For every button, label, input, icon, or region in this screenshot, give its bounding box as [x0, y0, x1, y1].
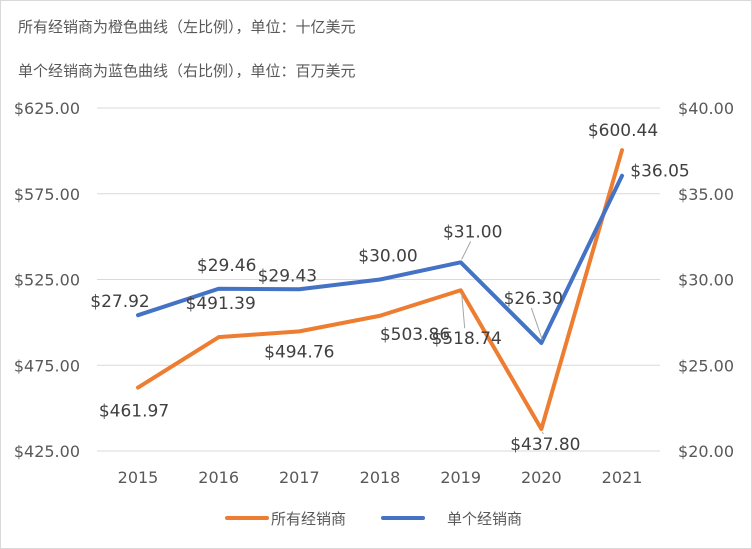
- data-label: $31.00: [443, 222, 502, 242]
- legend: 所有经销商 单个经销商: [225, 510, 522, 528]
- left-axis-tick-label: $625.00: [14, 99, 80, 118]
- legend-label: 所有经销商: [271, 510, 346, 528]
- right-axis-tick-label: $40.00: [678, 99, 734, 118]
- leader-line: [530, 307, 543, 341]
- series-line-single-dealer: [136, 173, 625, 345]
- right-axis-tick-label: $35.00: [678, 185, 734, 204]
- left-axis-tick-label: $575.00: [14, 185, 80, 204]
- series-layer: [136, 148, 625, 432]
- series-line-all-dealers: [136, 148, 625, 432]
- right-axis-tick-label: $30.00: [678, 271, 734, 290]
- x-axis-tick-label: 2017: [279, 468, 320, 487]
- left-axis-tick-label: $525.00: [14, 271, 80, 290]
- leader-line: [461, 241, 472, 260]
- data-label: $437.80: [510, 435, 580, 455]
- right-axis-ticks: $20.00 $25.00 $30.00 $35.00 $40.00: [678, 99, 734, 461]
- x-axis-tick-label: 2019: [440, 468, 481, 487]
- x-axis-tick-label: 2016: [198, 468, 239, 487]
- data-label: $494.76: [264, 342, 334, 362]
- data-label: $26.30: [504, 289, 563, 309]
- data-label: $36.05: [630, 162, 689, 182]
- data-label: $29.46: [197, 256, 256, 276]
- x-axis-tick-label: 2015: [118, 468, 159, 487]
- leader-line: [461, 293, 466, 329]
- data-label: $491.39: [186, 294, 256, 314]
- x-axis-tick-label: 2021: [602, 468, 643, 487]
- left-axis-tick-label: $425.00: [14, 442, 80, 461]
- data-label: $503.86: [380, 325, 450, 345]
- left-axis-ticks: $425.00 $475.00 $525.00 $575.00 $625.00: [14, 99, 80, 461]
- x-axis-ticks: 2015 2016 2017 2018 2019 2020 2021: [118, 468, 643, 487]
- chart-note-left-scale: 所有经销商为橙色曲线（左比例），单位：十亿美元: [18, 18, 356, 36]
- data-label: $30.00: [358, 247, 417, 267]
- right-axis-tick-label: $20.00: [678, 442, 734, 461]
- data-label: $600.44: [588, 121, 658, 141]
- data-label: $27.92: [90, 292, 149, 312]
- x-axis-tick-label: 2018: [360, 468, 401, 487]
- x-axis-tick-label: 2020: [521, 468, 562, 487]
- chart-note-right-scale: 单个经销商为蓝色曲线（右比例），单位：百万美元: [18, 62, 356, 80]
- right-axis-tick-label: $25.00: [678, 356, 734, 375]
- leader-line: [541, 431, 544, 435]
- left-axis-tick-label: $475.00: [14, 356, 80, 375]
- data-label: $461.97: [99, 402, 169, 422]
- data-labels: $461.97 $491.39 $494.76 $503.86$518.74 $437.…: [90, 121, 690, 455]
- data-label: $518.74: [432, 329, 502, 349]
- leader-lines: [461, 241, 544, 435]
- data-label: $29.43: [258, 266, 317, 286]
- legend-label: 单个经销商: [447, 510, 522, 528]
